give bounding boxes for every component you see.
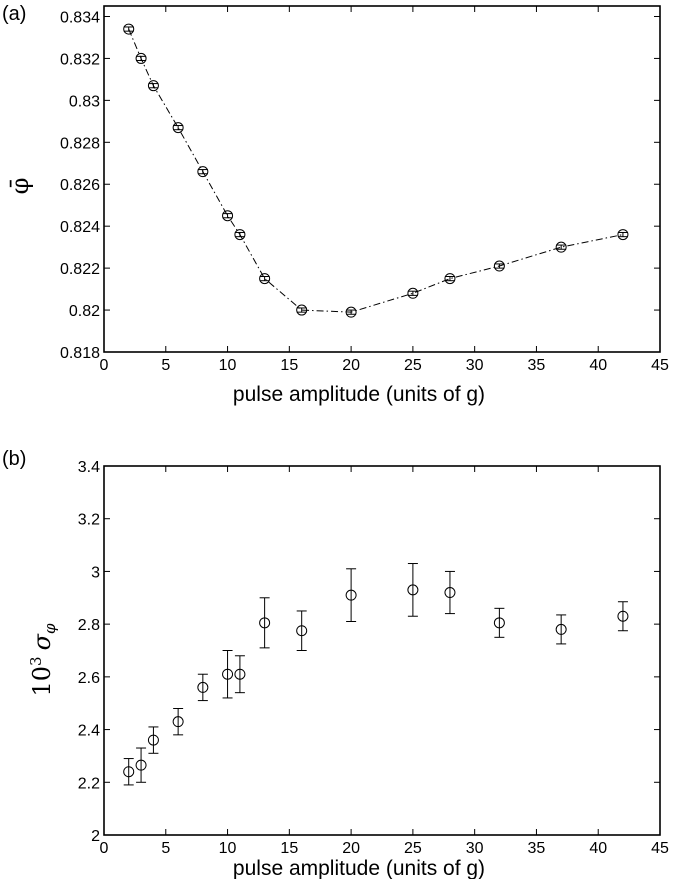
- panel-b-xtick-label: 35: [528, 840, 546, 857]
- panel-b-xtick-label: 15: [280, 840, 298, 857]
- panel-a-data-point: [147, 80, 159, 92]
- panel-b-xtick-label: 5: [161, 840, 170, 857]
- panel-b-ytick-label: 2.2: [78, 775, 100, 792]
- panel-a-data-point: [135, 52, 147, 64]
- panel-a-ytick-label: 0.818: [60, 345, 100, 362]
- panel-a-data-point: [493, 260, 505, 272]
- panel-b-data-point: [222, 668, 234, 680]
- panel-a-xtick-label: 25: [404, 357, 422, 374]
- panel-a-data-point: [172, 122, 184, 134]
- panel-a-data-point: [407, 287, 419, 299]
- panel-a-ytick-label: 0.832: [60, 51, 100, 68]
- panel-a-xtick-label: 10: [219, 357, 237, 374]
- panel-a-data-point: [123, 23, 135, 35]
- panel-b-ylabel: 103 σφ: [27, 623, 59, 696]
- panel-a-data-point: [296, 304, 308, 316]
- panel-a-ytick-label: 0.826: [60, 177, 100, 194]
- panel-b-ytick-label: 3: [91, 564, 100, 581]
- panel-a-xtick-label: 45: [651, 357, 669, 374]
- panel-a-data-point: [259, 273, 271, 285]
- panel-b-xlabel: pulse amplitude (units of g): [233, 857, 485, 879]
- panel-b-xtick-label: 10: [219, 840, 237, 857]
- panel-a-ytick-label: 0.82: [69, 303, 100, 320]
- panel-b-data-point: [234, 668, 246, 680]
- panel-b-ytick-label: 2.8: [78, 617, 100, 634]
- panel-b-label: (b): [2, 448, 26, 470]
- panel-b-data-point: [172, 716, 184, 728]
- panel-b-xtick-label: 20: [342, 840, 360, 857]
- panel-b-ylabel-sup: 3: [27, 656, 45, 666]
- panel-b-data-point: [617, 610, 629, 622]
- panel-a-ytick-label: 0.828: [60, 135, 100, 152]
- panel-b-data-point: [444, 587, 456, 599]
- panel-b-ytick-label: 2.6: [78, 670, 100, 687]
- panel-b-xtick-label: 25: [404, 840, 422, 857]
- panel-b-data-point: [259, 617, 271, 629]
- panel-a-xtick-label: 0: [100, 357, 109, 374]
- panel-b-data-point: [135, 759, 147, 771]
- panel-b-ytick-label: 3.4: [78, 459, 100, 476]
- panel-b-ytick-label: 2.4: [78, 723, 100, 740]
- panel-a-xtick-label: 5: [161, 357, 170, 374]
- panel-b-xtick-label: 40: [589, 840, 607, 857]
- panel-a-ylabel: φ̄: [6, 178, 34, 195]
- panel-a-xtick-label: 15: [280, 357, 298, 374]
- panel-b-data-point: [197, 681, 209, 693]
- panel-a-ytick-label: 0.824: [60, 219, 100, 236]
- panel-a-ytick-label: 0.822: [60, 261, 100, 278]
- panel-b-ytick-label: 3.2: [78, 512, 100, 529]
- panel-b-data-point: [493, 617, 505, 629]
- panel-a-xlabel: pulse amplitude (units of g): [233, 383, 485, 406]
- panel-a-xtick-label: 40: [589, 357, 607, 374]
- panel-a-xtick-label: 35: [528, 357, 546, 374]
- panel-b-data-point: [555, 623, 567, 635]
- panel-a-data-point: [234, 229, 246, 241]
- panel-a-data-point: [197, 166, 209, 178]
- panel-b-ytick-label: 2: [91, 828, 100, 845]
- panel-a-ytick-label: 0.83: [69, 93, 100, 110]
- panel-b-ylabel-main: 10: [28, 666, 56, 697]
- panel-a-data-point: [555, 241, 567, 253]
- panel-a-series-line: [128, 28, 624, 313]
- panel-b-data-point: [407, 584, 419, 596]
- panel-a-xtick-label: 20: [342, 357, 360, 374]
- panel-b-xtick-label: 0: [100, 840, 109, 857]
- panel-b-data-point: [345, 589, 357, 601]
- panel-a-data-point: [222, 210, 234, 222]
- panel-a-data-point: [617, 229, 629, 241]
- panel-b-xtick-label: 45: [651, 840, 669, 857]
- panel-a-data-point: [444, 273, 456, 285]
- panel-b-frame: [103, 465, 661, 836]
- panel-b-data-point: [296, 625, 308, 637]
- panel-b-data-point: [123, 766, 135, 778]
- panel-b-ylabel-sigma: σ: [28, 633, 56, 650]
- panel-a-data-point: [345, 306, 357, 318]
- panel-a-label: (a): [2, 3, 26, 25]
- svg-text:103σφ: 103 σφ: [27, 623, 59, 696]
- panel-b-data-point: [147, 734, 159, 746]
- panel-b-ylabel-sub: φ: [41, 623, 59, 634]
- panel-a-ytick-label: 0.834: [60, 9, 100, 26]
- panel-a-xtick-label: 30: [466, 357, 484, 374]
- panel-a-frame: [103, 5, 661, 353]
- panel-b-xtick-label: 30: [466, 840, 484, 857]
